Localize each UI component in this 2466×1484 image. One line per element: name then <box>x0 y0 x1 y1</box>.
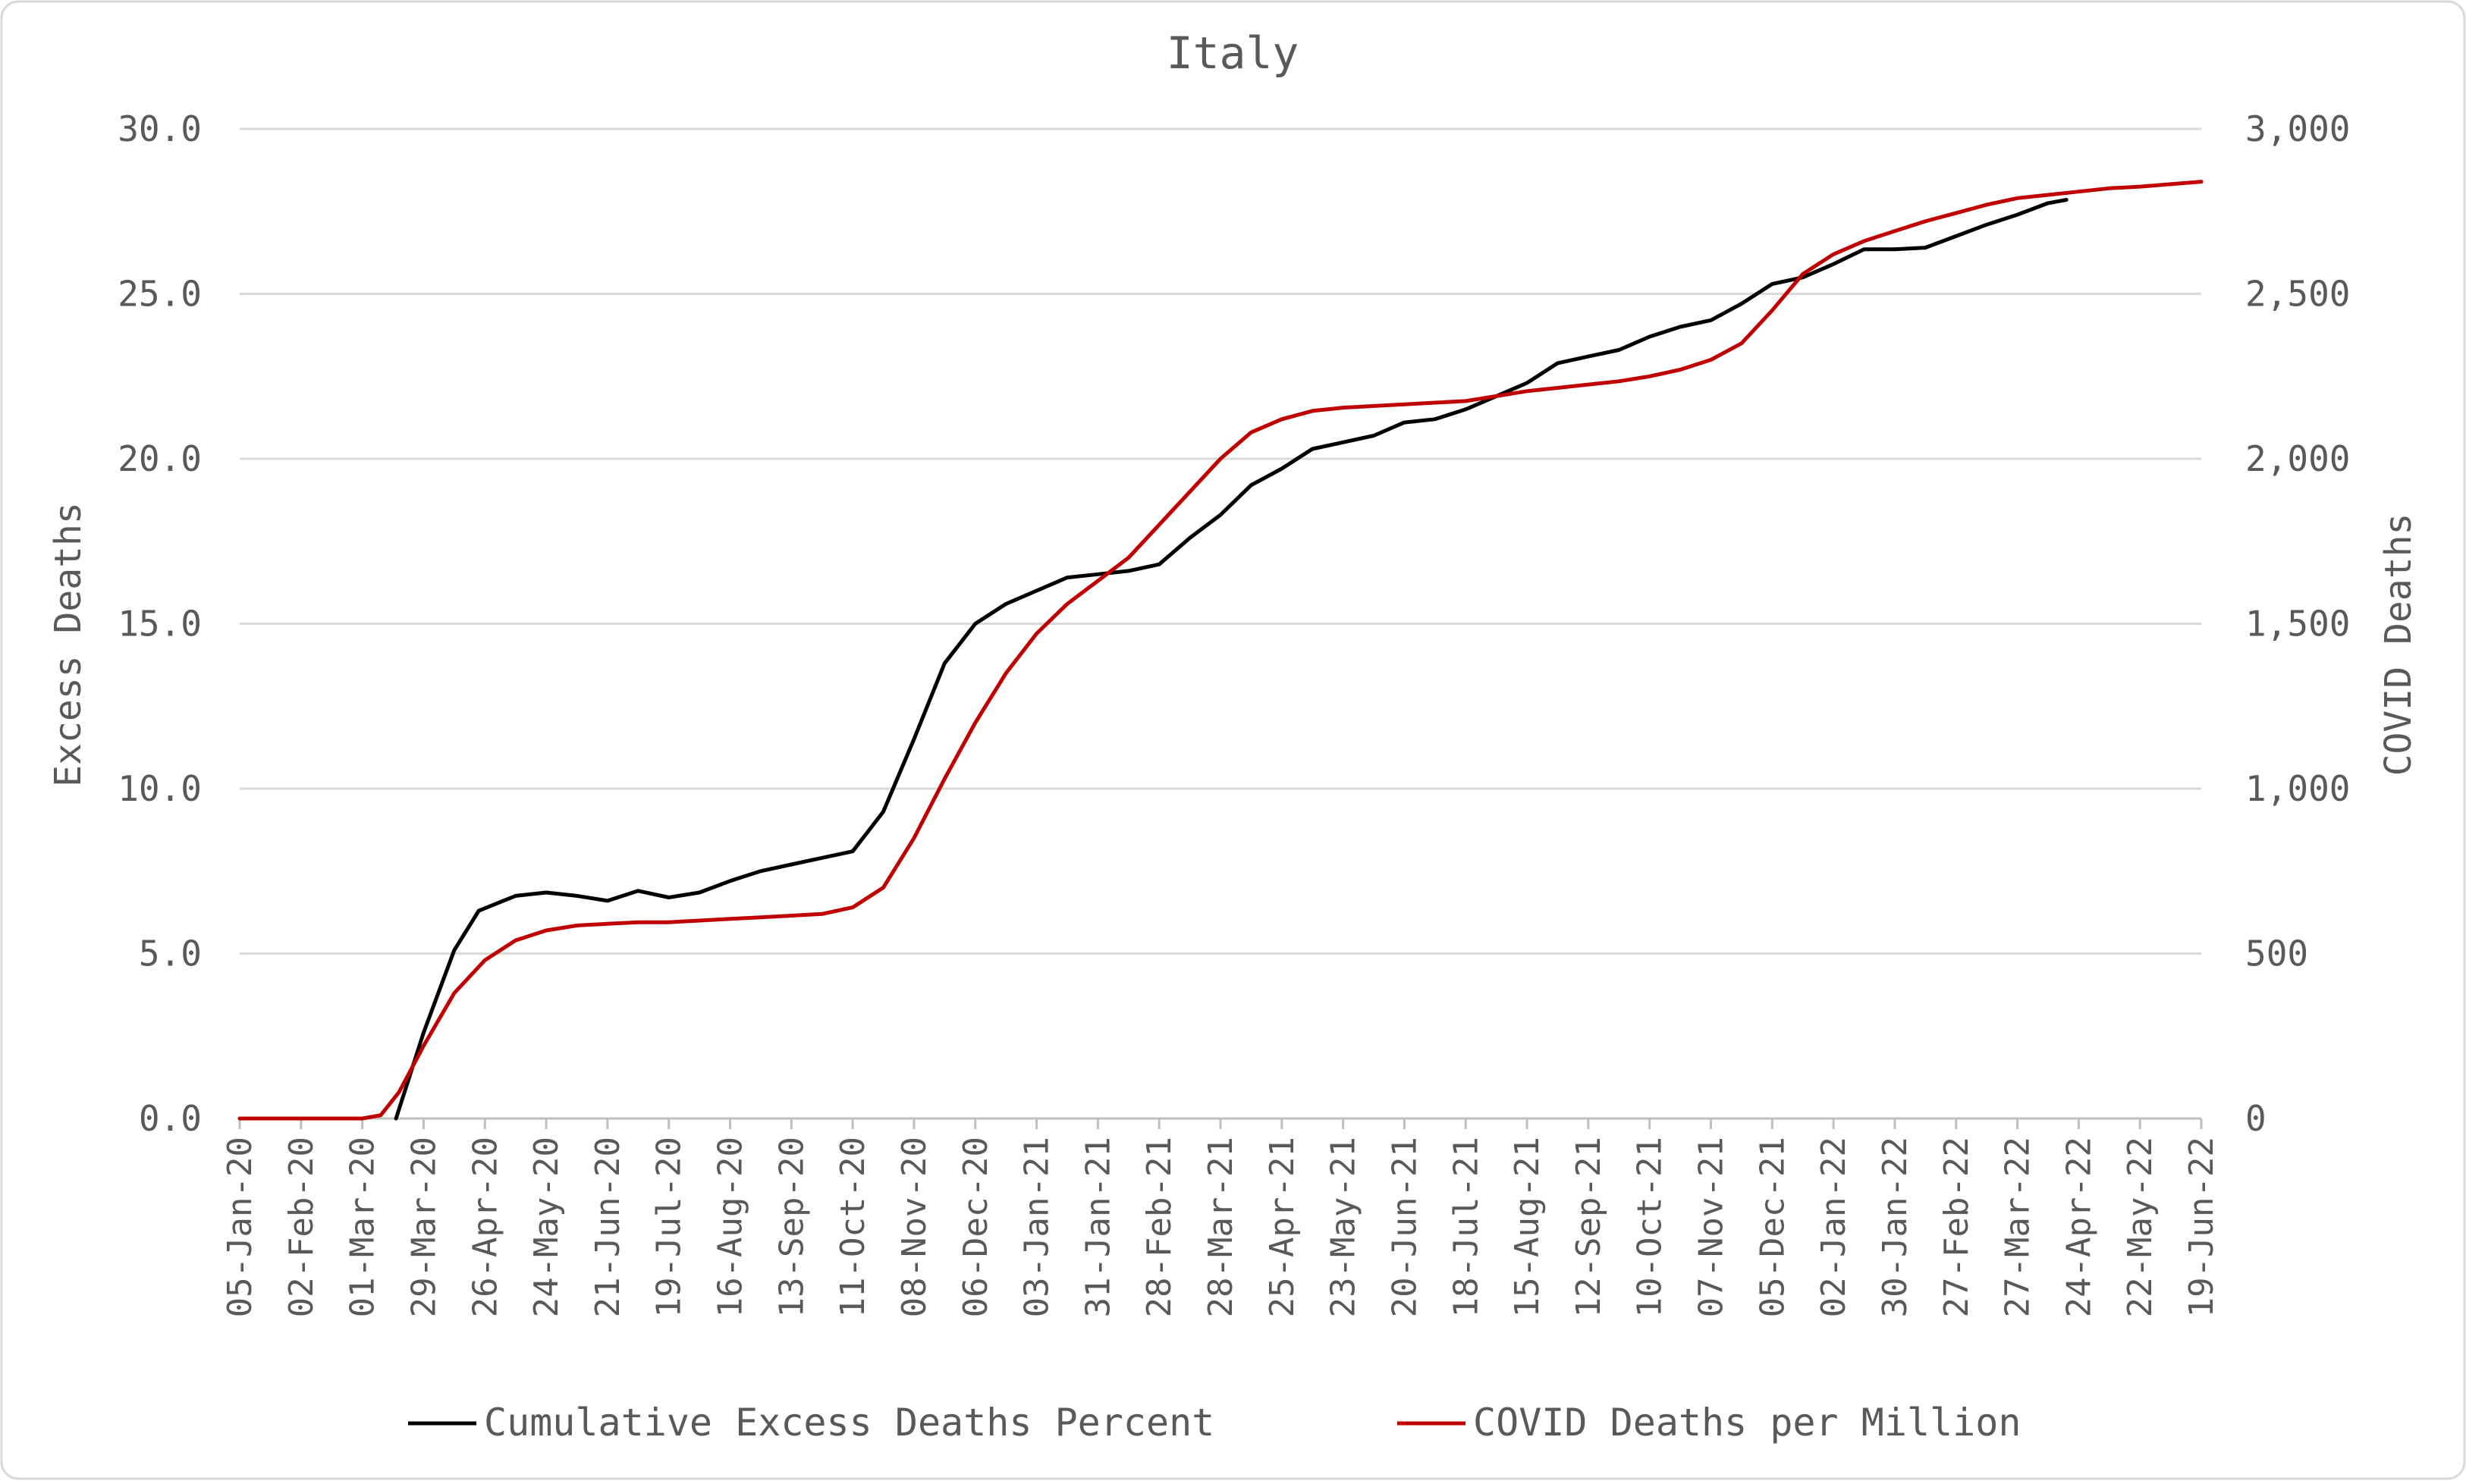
right-tick-label: 1,000 <box>2245 768 2350 809</box>
left-tick-label: 20.0 <box>118 438 202 479</box>
legend-label-excess: Cumulative Excess Deaths Percent <box>484 1401 1214 1445</box>
x-tick-label: 30-Jan-22 <box>1876 1137 1915 1317</box>
x-tick-label: 02-Jan-22 <box>1814 1137 1853 1317</box>
right-tick-label: 1,500 <box>2245 604 2350 645</box>
left-tick-label: 30.0 <box>118 108 202 149</box>
x-tick-label: 28-Feb-21 <box>1140 1137 1179 1317</box>
x-tick-label: 28-Mar-21 <box>1202 1137 1240 1317</box>
x-tick-label: 27-Feb-22 <box>1937 1137 1976 1317</box>
x-tick-label: 23-May-21 <box>1324 1137 1363 1317</box>
right-tick-label: 3,000 <box>2245 108 2350 149</box>
x-tick-label: 15-Aug-21 <box>1508 1137 1547 1317</box>
x-tick-label: 11-Oct-20 <box>834 1137 872 1317</box>
chart-title: Italy <box>1167 27 1299 79</box>
x-tick-label: 26-Apr-20 <box>466 1137 504 1317</box>
x-tick-label: 19-Jun-22 <box>2182 1137 2221 1317</box>
x-tick-label: 05-Jan-20 <box>221 1137 259 1317</box>
x-tick-label: 08-Nov-20 <box>895 1137 934 1317</box>
right-axis-label: COVID Deaths <box>2377 513 2420 777</box>
x-tick-label: 05-Dec-21 <box>1753 1137 1792 1317</box>
x-tick-label: 20-Jun-21 <box>1385 1137 1424 1317</box>
left-tick-label: 25.0 <box>118 274 202 315</box>
right-axis-ticks: 0 500 1,000 1,500 2,000 2,500 3,000 <box>2245 108 2350 1139</box>
right-tick-label: 500 <box>2245 933 2308 974</box>
x-tick-label: 29-Mar-20 <box>404 1137 443 1317</box>
right-tick-label: 0 <box>2245 1098 2267 1139</box>
x-tick-label: 31-Jan-21 <box>1079 1137 1117 1317</box>
left-tick-label: 0.0 <box>139 1098 202 1139</box>
x-tick-label: 03-Jan-21 <box>1018 1137 1057 1317</box>
x-tick-label: 21-Jun-20 <box>589 1137 627 1317</box>
left-tick-label: 10.0 <box>118 768 202 809</box>
legend: Cumulative Excess Deaths Percent COVID D… <box>408 1401 2021 1445</box>
x-tick-label: 12-Sep-21 <box>1569 1137 1608 1317</box>
x-tick-label: 07-Nov-21 <box>1692 1137 1731 1317</box>
grid-lines <box>240 127 2201 1120</box>
x-tick-label: 24-Apr-22 <box>2059 1137 2098 1317</box>
left-tick-label: 15.0 <box>118 604 202 645</box>
x-tick-label: 10-Oct-21 <box>1631 1137 1670 1317</box>
series-line-covid-deaths <box>237 180 2204 1121</box>
legend-label-covid: COVID Deaths per Million <box>1473 1401 2021 1445</box>
right-tick-label: 2,000 <box>2245 438 2350 479</box>
x-tick-label: 13-Sep-20 <box>772 1137 811 1317</box>
x-tick-label: 22-May-22 <box>2121 1137 2160 1317</box>
left-axis-label: Excess Deaths <box>47 502 90 787</box>
x-tick-label: 06-Dec-20 <box>957 1137 995 1317</box>
series-layer <box>237 180 2204 1121</box>
x-tick-label: 18-Jul-21 <box>1447 1137 1485 1317</box>
x-tick-label: 27-Mar-22 <box>1999 1137 2037 1317</box>
x-tick-label: 02-Feb-20 <box>282 1137 321 1317</box>
right-tick-label: 2,500 <box>2245 274 2350 315</box>
left-axis-ticks: 0.0 5.0 10.0 15.0 20.0 25.0 30.0 <box>118 108 202 1139</box>
left-tick-label: 5.0 <box>139 933 202 974</box>
x-tick-label: 16-Aug-20 <box>712 1137 750 1317</box>
x-tick-label: 24-May-20 <box>527 1137 566 1317</box>
x-tick-label: 01-Mar-20 <box>344 1137 382 1317</box>
x-tick-label: 19-Jul-20 <box>650 1137 689 1317</box>
x-tick-label: 25-Apr-21 <box>1263 1137 1302 1317</box>
x-axis-ticks: 05-Jan-20 02-Feb-20 01-Mar-20 29-Mar-20 26-A… <box>221 1118 2221 1317</box>
